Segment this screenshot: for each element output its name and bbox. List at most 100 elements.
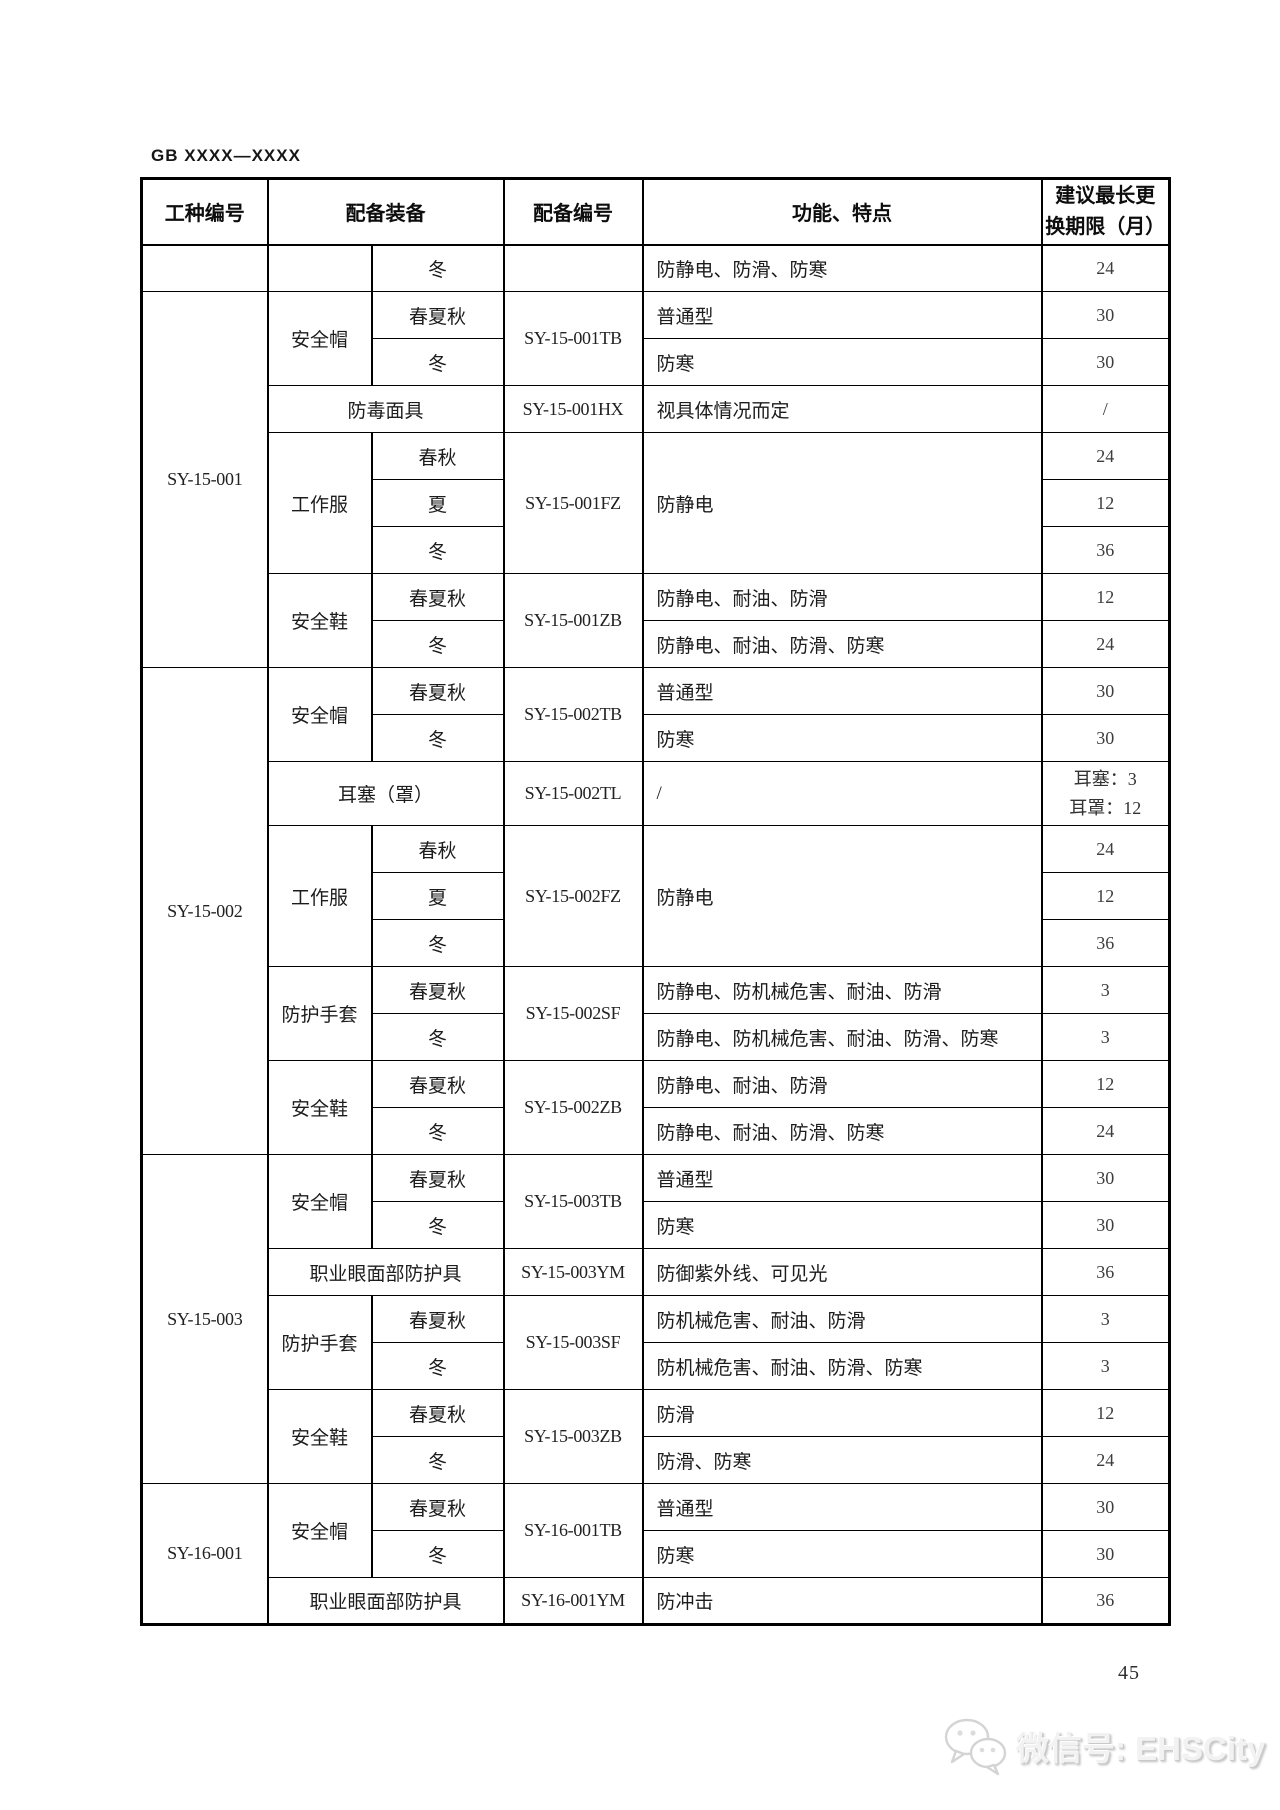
- table-row: 工作服 春秋 SY-15-001FZ 防静电 24: [142, 432, 1171, 574]
- cell-equipment: [266, 244, 373, 292]
- cell-period: 30: [1040, 1530, 1171, 1578]
- cell-features: 普通型: [641, 291, 1043, 339]
- cell-features: 防静电、耐油、防滑、防寒: [641, 620, 1043, 668]
- cell-features: 视具体情况而定: [641, 385, 1043, 433]
- cell-code: SY-15-001HX: [502, 385, 644, 433]
- cell-season: 春秋: [370, 825, 505, 873]
- cell-season: 春夏秋: [370, 966, 505, 1014]
- cell-period: 30: [1040, 1154, 1171, 1202]
- watermark-text: 微信号: EHSCity: [1016, 1730, 1266, 1767]
- cell-period: 30: [1040, 1201, 1171, 1249]
- cell-season: 冬: [370, 919, 505, 967]
- cell-equipment: 耳塞（罩）: [266, 761, 505, 826]
- cell-equipment: 安全帽: [266, 1154, 373, 1249]
- table-row: 安全鞋 春夏秋 SY-15-003ZB 防滑 12: [142, 1389, 1171, 1484]
- cell-period: 30: [1040, 291, 1171, 339]
- cell-features: 防静电: [641, 432, 1043, 574]
- cell-equipment: 防毒面具: [266, 385, 505, 433]
- cell-code: SY-15-002TB: [502, 667, 644, 762]
- cell-features: 普通型: [641, 1154, 1043, 1202]
- watermark: 微信号: EHSCity: [942, 1708, 1265, 1784]
- cell-season: 春夏秋: [370, 1389, 505, 1437]
- table-row: SY-16-001 安全帽 春夏秋 SY-16-001TB 普通型 30: [140, 1483, 1171, 1625]
- cell-features: 防静电、防机械危害、耐油、防滑: [641, 966, 1043, 1014]
- cell-code: SY-16-001YM: [502, 1577, 644, 1625]
- cell-season: 春夏秋: [370, 1295, 505, 1343]
- cell-features: 防寒: [641, 714, 1043, 762]
- cell-period: 24: [1040, 432, 1171, 480]
- header-period-line2: 换期限（月）: [1045, 215, 1166, 238]
- table-row: 冬 防寒 30: [142, 714, 1171, 762]
- cell-season: 冬: [370, 244, 505, 292]
- cell-season: 春夏秋: [370, 1060, 505, 1108]
- table-row: 冬 36: [142, 526, 1171, 574]
- cell-equipment: 防护手套: [266, 1295, 373, 1390]
- cell-features: 防滑、防寒: [641, 1436, 1043, 1484]
- table-row: 防护手套 春夏秋 SY-15-003SF 防机械危害、耐油、防滑 3: [142, 1295, 1171, 1390]
- cell-features: 防冲击: [641, 1577, 1043, 1625]
- header-period-line1: 建议最长更: [1055, 184, 1156, 207]
- cell-period: 24: [1040, 825, 1171, 873]
- cell-worker-id: SY-15-001: [140, 291, 269, 668]
- cell-worker-id: [140, 244, 269, 292]
- cell-season: 春夏秋: [370, 291, 505, 339]
- cell-season: 冬: [370, 1342, 505, 1390]
- cell-equipment: 职业眼面部防护具: [266, 1248, 505, 1296]
- cell-period: 3: [1040, 1013, 1171, 1061]
- table-row: 职业眼面部防护具 SY-16-001YM 防冲击 36: [142, 1577, 1171, 1625]
- cell-season: 冬: [370, 1201, 505, 1249]
- cell-equipment: 安全帽: [266, 1483, 373, 1578]
- cell-code: SY-15-001FZ: [502, 432, 644, 574]
- cell-season: 冬: [370, 1013, 505, 1061]
- table-row: 冬 36: [142, 919, 1171, 967]
- cell-season: 冬: [370, 714, 505, 762]
- header-worker-id: 工种编号: [140, 178, 269, 246]
- cell-period: 30: [1040, 667, 1171, 715]
- wechat-icon: [944, 1718, 1007, 1776]
- cell-equipment: 安全帽: [266, 291, 373, 386]
- cell-code: SY-15-002ZB: [502, 1060, 644, 1155]
- cell-features: 防静电、耐油、防滑、防寒: [641, 1107, 1043, 1155]
- table-row: 冬 防寒 30: [142, 1530, 1171, 1578]
- cell-code: SY-15-002SF: [502, 966, 644, 1061]
- cell-features: 防寒: [641, 338, 1043, 386]
- cell-code: SY-16-001TB: [502, 1483, 644, 1578]
- cell-equipment: 安全帽: [266, 667, 373, 762]
- table-row: 安全鞋 春夏秋 SY-15-002ZB 防静电、耐油、防滑 12: [142, 1060, 1171, 1155]
- cell-features: 防御紫外线、可见光: [641, 1248, 1043, 1296]
- cell-code: SY-15-003SF: [502, 1295, 644, 1390]
- cell-features: 防静电: [641, 825, 1043, 967]
- cell-features: 防寒: [641, 1201, 1043, 1249]
- cell-period-earmuff: 耳罩：12: [1069, 797, 1142, 818]
- cell-equipment: 安全鞋: [266, 573, 373, 668]
- cell-code: SY-15-003ZB: [502, 1389, 644, 1484]
- cell-season: 春秋: [370, 432, 505, 480]
- cell-period: 12: [1040, 1389, 1171, 1437]
- cell-features: 防机械危害、耐油、防滑: [641, 1295, 1043, 1343]
- cell-period: 36: [1040, 526, 1171, 574]
- cell-code: SY-15-001TB: [502, 291, 644, 386]
- table-row: 工作服 春秋 SY-15-002FZ 防静电 24: [142, 825, 1171, 967]
- table-row: 冬 防寒 30: [142, 338, 1171, 386]
- table-row: SY-15-001 安全帽 春夏秋 SY-15-001TB 普通型 30: [140, 291, 1171, 668]
- cell-period: 36: [1040, 919, 1171, 967]
- cell-code: SY-15-002FZ: [502, 825, 644, 967]
- cell-season: 冬: [370, 526, 505, 574]
- cell-period: 30: [1040, 1483, 1171, 1531]
- cell-period: 3: [1040, 1295, 1171, 1343]
- table-row: 防毒面具 SY-15-001HX 视具体情况而定 /: [142, 385, 1171, 433]
- cell-period: 12: [1040, 872, 1171, 920]
- cell-period: 24: [1040, 244, 1171, 292]
- table-row: 冬 防静电、防滑、防寒 24: [140, 244, 1171, 292]
- cell-features: 防静电、防机械危害、耐油、防滑、防寒: [641, 1013, 1043, 1061]
- ppe-table: 工种编号 配备装备 配备编号 功能、特点 建议最长更 换期限（月） 冬 防静电、…: [140, 177, 1171, 1626]
- cell-equipment: 工作服: [266, 432, 373, 574]
- cell-equipment: 防护手套: [266, 966, 373, 1061]
- table-row: 防护手套 春夏秋 SY-15-002SF 防静电、防机械危害、耐油、防滑 3: [142, 966, 1171, 1061]
- header-period: 建议最长更 换期限（月）: [1040, 178, 1171, 246]
- cell-features: 防滑: [641, 1389, 1043, 1437]
- cell-period: /: [1040, 385, 1171, 433]
- cell-features: /: [641, 761, 1043, 826]
- cell-season: 春夏秋: [370, 573, 505, 621]
- cell-period: 12: [1040, 479, 1171, 527]
